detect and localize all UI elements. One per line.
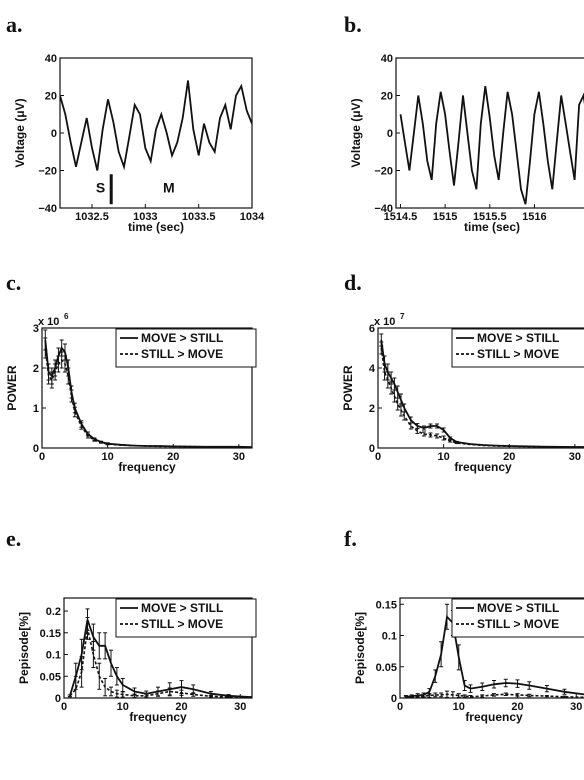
chart-f-legend-label-2: STILL > MOVE <box>477 617 559 631</box>
chart-b-ytick-label: −40 <box>374 203 393 215</box>
chart-e-legend-label-1: MOVE > STILL <box>141 601 223 615</box>
chart-d-legend-box <box>451 328 584 368</box>
chart-b-series-1-line <box>399 85 584 205</box>
chart-d-frame <box>377 327 584 449</box>
chart-b-xlabel: time (sec) <box>464 220 520 234</box>
panel-label-f: f. <box>344 526 357 551</box>
chart-d-xlabel: frequency <box>454 460 512 474</box>
chart-f-xlabel: frequency <box>465 710 523 724</box>
chart-e-legend-box <box>115 598 257 638</box>
chart-b-ytick-label: 0 <box>387 128 393 140</box>
chart-f-frame <box>399 597 584 699</box>
chart-e-frame <box>63 597 253 699</box>
chart-d-xtick-label: 20 <box>503 451 515 463</box>
panel-label-c: c. <box>6 270 22 295</box>
chart-f-legend-label-1: MOVE > STILL <box>477 601 559 615</box>
chart-f-xtick-label: 30 <box>570 701 582 713</box>
chart-b-ytick-label: 20 <box>381 91 393 103</box>
chart-b-ytick-label: −20 <box>374 166 393 178</box>
chart-d-legend-label-2: STILL > MOVE <box>477 347 559 361</box>
chart-c-ytick-label: 2 <box>33 363 39 375</box>
chart-e-series-2-line <box>69 628 252 698</box>
chart-f-ytick-label: 0.05 <box>376 662 397 674</box>
chart-f-ytick-label: 0.1 <box>382 631 397 643</box>
chart-d-xtick-label: 30 <box>569 451 581 463</box>
chart-b-ylabel: Voltage (μV) <box>349 98 363 167</box>
chart-f-legend-box <box>451 598 584 638</box>
chart-e-ylabel: Pepisode[%] <box>17 612 31 684</box>
panel-label-b: b. <box>344 12 362 37</box>
panel-label-d: d. <box>344 270 362 295</box>
chart-a-series-1-line <box>60 80 252 171</box>
chart-e-xtick-label: 30 <box>234 701 246 713</box>
chart-f-ytick-label: 0.15 <box>376 599 397 611</box>
chart-d-legend-label-1: MOVE > STILL <box>477 331 559 345</box>
chart-e-ytick-label: 0.1 <box>46 650 61 662</box>
chart-c-ytick-label: 1 <box>33 403 39 415</box>
chart-d-ytick-label: 4 <box>369 363 376 375</box>
chart-c-xlabel: frequency <box>118 460 176 474</box>
chart-e-ytick-label: 0.15 <box>40 628 61 640</box>
chart-c-legend-box <box>115 328 257 368</box>
chart-c-ytick-label: 0 <box>33 443 39 455</box>
panel-label-e: e. <box>6 526 22 551</box>
chart-c-multiplier: x 10 <box>38 316 59 328</box>
chart-c-frame <box>41 327 253 449</box>
chart-b-xtick-label: 1516 <box>522 211 546 223</box>
chart-a-xtick-label: 1034 <box>240 211 265 223</box>
chart-a-ylabel: Voltage (μV) <box>13 98 27 167</box>
chart-a-ytick-label: 20 <box>45 91 57 103</box>
chart-d-multiplier: x 10 <box>374 316 395 328</box>
chart-e-ytick-label: 0.05 <box>40 671 61 683</box>
chart-d-multiplier-exp: 7 <box>400 312 405 321</box>
chart-f-xtick-label: 0 <box>397 701 403 713</box>
chart-c-xtick-label: 20 <box>167 451 179 463</box>
chart-d-ytick-label: 2 <box>369 403 375 415</box>
chart-f-series-2-line <box>405 693 584 698</box>
chart-e-legend-label-2: STILL > MOVE <box>141 617 223 631</box>
chart-a-ytick-label: 40 <box>45 53 57 65</box>
chart-b-ytick-label: 40 <box>381 53 393 65</box>
chart-a-xtick-label: 1033.5 <box>182 211 216 223</box>
chart-e-xtick-label: 0 <box>61 701 67 713</box>
chart-a-annotation: S <box>96 179 105 195</box>
chart-c-ytick-label: 3 <box>33 323 39 335</box>
chart-d-ylabel: POWER <box>341 365 355 411</box>
chart-a-xtick-label: 1033 <box>133 211 157 223</box>
chart-c-xtick-label: 30 <box>233 451 245 463</box>
chart-c-legend-label-2: STILL > MOVE <box>141 347 223 361</box>
chart-f-xtick-label: 20 <box>511 701 523 713</box>
chart-a-xlabel: time (sec) <box>128 220 184 234</box>
chart-b-xtick-label: 1515.5 <box>473 211 507 223</box>
chart-d-ytick-label: 0 <box>369 443 375 455</box>
chart-b-xtick-label: 1514.5 <box>384 211 418 223</box>
chart-f-ytick-label: 0 <box>391 693 397 705</box>
panel-label-a: a. <box>6 12 23 37</box>
chart-f-xtick-label: 10 <box>453 701 465 713</box>
chart-e-ytick-label: 0.2 <box>46 606 61 618</box>
chart-a-annotation: M <box>163 179 175 195</box>
chart-a-ytick-label: −20 <box>38 166 57 178</box>
chart-c-multiplier-exp: 6 <box>64 312 69 321</box>
chart-a-ytick-label: −40 <box>38 203 57 215</box>
chart-c-legend-label-1: MOVE > STILL <box>141 331 223 345</box>
chart-e-ytick-label: 0 <box>55 693 61 705</box>
chart-e-xtick-label: 10 <box>117 701 129 713</box>
chart-d-xtick-label: 10 <box>438 451 450 463</box>
chart-b-xtick-label: 1515 <box>433 211 457 223</box>
chart-c-ylabel: POWER <box>5 365 19 411</box>
chart-c-xtick-label: 10 <box>102 451 114 463</box>
chart-c-xtick-label: 0 <box>39 451 45 463</box>
chart-e-xlabel: frequency <box>129 710 187 724</box>
chart-a-ytick-label: 0 <box>51 128 57 140</box>
chart-d-xtick-label: 0 <box>375 451 381 463</box>
chart-e-xtick-label: 20 <box>175 701 187 713</box>
chart-a-xtick-label: 1032.5 <box>75 211 109 223</box>
chart-f-ylabel: Pepisode[%] <box>353 612 367 684</box>
chart-d-ytick-label: 6 <box>369 323 375 335</box>
